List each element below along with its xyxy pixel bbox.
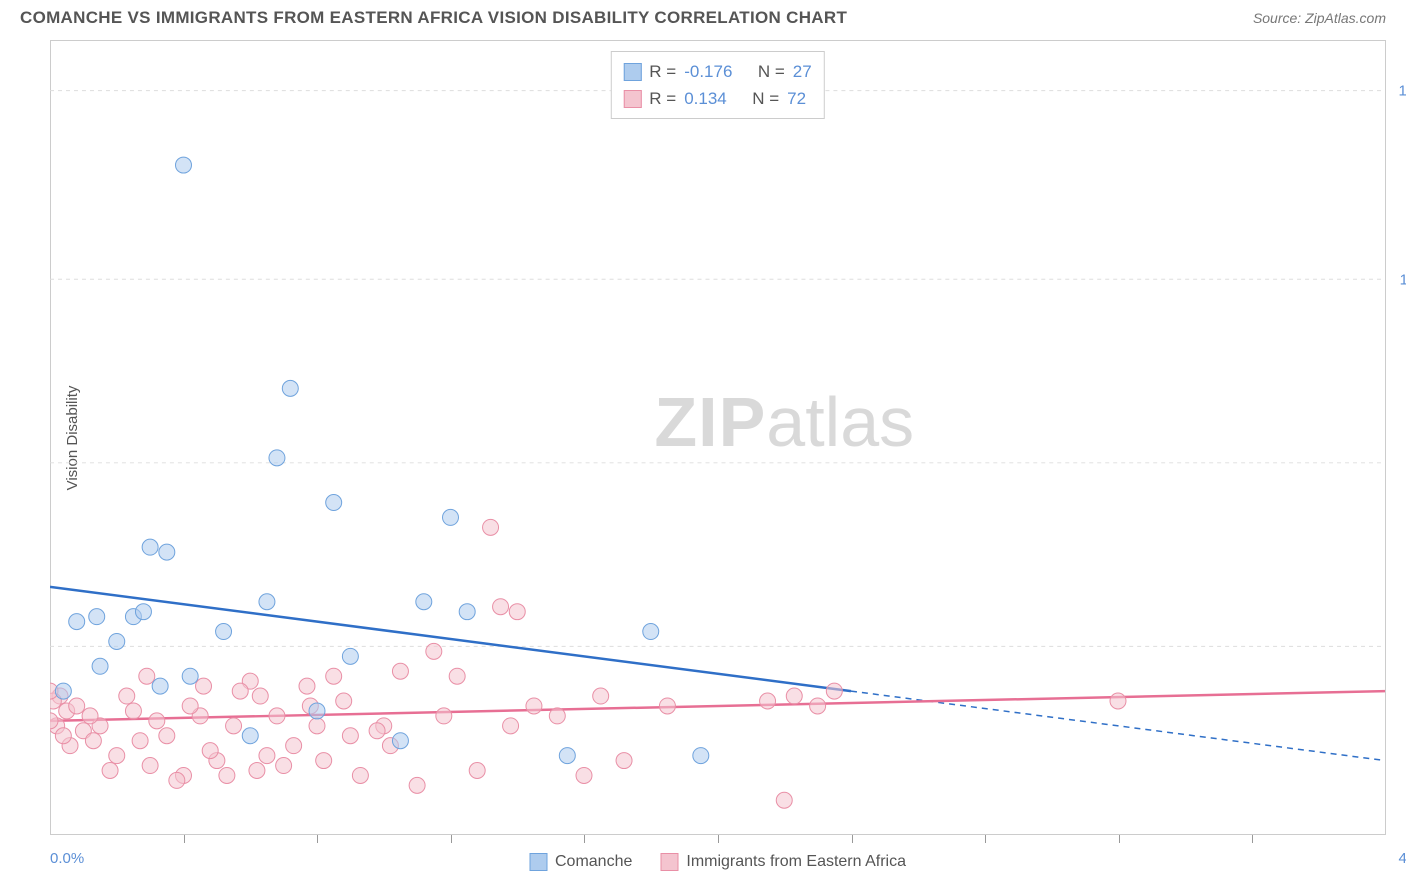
x-tick [718,835,719,843]
legend-swatch-2 [660,853,678,871]
stats-row-series2: R = 0.134 N = 72 [623,85,811,112]
legend-label-2: Immigrants from Eastern Africa [686,853,906,871]
stat-n-value-1: 27 [793,58,812,85]
stat-r-label: R = [649,58,676,85]
x-tick [1252,835,1253,843]
y-tick-label: 15.0% [1398,82,1406,99]
stats-box: R = -0.176 N = 27 R = 0.134 N = 72 [610,51,824,119]
stat-n-label2: N = [752,85,779,112]
legend-item-1: Comanche [529,853,632,871]
x-tick [184,835,185,843]
x-tick [1119,835,1120,843]
legend-item-2: Immigrants from Eastern Africa [660,853,906,871]
stat-n-value-2: 72 [787,85,806,112]
legend-swatch-1 [529,853,547,871]
legend: Comanche Immigrants from Eastern Africa [529,853,906,871]
stat-r-label2: R = [649,85,676,112]
x-tick [985,835,986,843]
chart-area: Vision Disability ZIPatlas 3.8%7.5%11.2%… [50,40,1386,835]
swatch-series2 [623,90,641,108]
x-tick [852,835,853,843]
stat-r-value-1: -0.176 [684,58,732,85]
stats-row-series1: R = -0.176 N = 27 [623,58,811,85]
x-tick [584,835,585,843]
legend-label-1: Comanche [555,853,632,871]
x-tick [451,835,452,843]
x-axis-min-label: 0.0% [50,850,84,867]
source-credit: Source: ZipAtlas.com [1253,10,1386,26]
swatch-series1 [623,63,641,81]
chart-title: COMANCHE VS IMMIGRANTS FROM EASTERN AFRI… [20,8,847,28]
x-axis-max-label: 40.0% [1398,850,1406,867]
scatter-plot [50,41,1385,835]
stat-n-label: N = [758,58,785,85]
x-tick [317,835,318,843]
y-tick-label: 11.2% [1400,271,1406,288]
stat-r-value-2: 0.134 [684,85,727,112]
